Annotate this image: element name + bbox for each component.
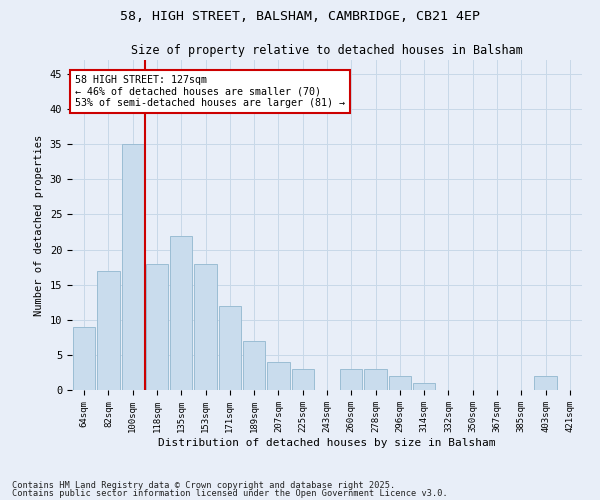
Bar [243,341,265,390]
Text: 58, HIGH STREET, BALSHAM, CAMBRIDGE, CB21 4EP: 58, HIGH STREET, BALSHAM, CAMBRIDGE, CB2… [120,10,480,23]
Bar [340,369,362,390]
Y-axis label: Number of detached properties: Number of detached properties [34,134,44,316]
X-axis label: Distribution of detached houses by size in Balsham: Distribution of detached houses by size … [158,438,496,448]
Bar [413,383,436,390]
Bar [122,144,144,390]
Bar [389,376,411,390]
Bar [535,376,557,390]
Bar [97,270,119,390]
Bar [364,369,387,390]
Title: Size of property relative to detached houses in Balsham: Size of property relative to detached ho… [131,44,523,58]
Bar [194,264,217,390]
Bar [267,362,290,390]
Bar [146,264,168,390]
Bar [292,369,314,390]
Text: Contains public sector information licensed under the Open Government Licence v3: Contains public sector information licen… [12,488,448,498]
Text: 58 HIGH STREET: 127sqm
← 46% of detached houses are smaller (70)
53% of semi-det: 58 HIGH STREET: 127sqm ← 46% of detached… [74,75,344,108]
Text: Contains HM Land Registry data © Crown copyright and database right 2025.: Contains HM Land Registry data © Crown c… [12,481,395,490]
Bar [170,236,193,390]
Bar [73,327,95,390]
Bar [218,306,241,390]
